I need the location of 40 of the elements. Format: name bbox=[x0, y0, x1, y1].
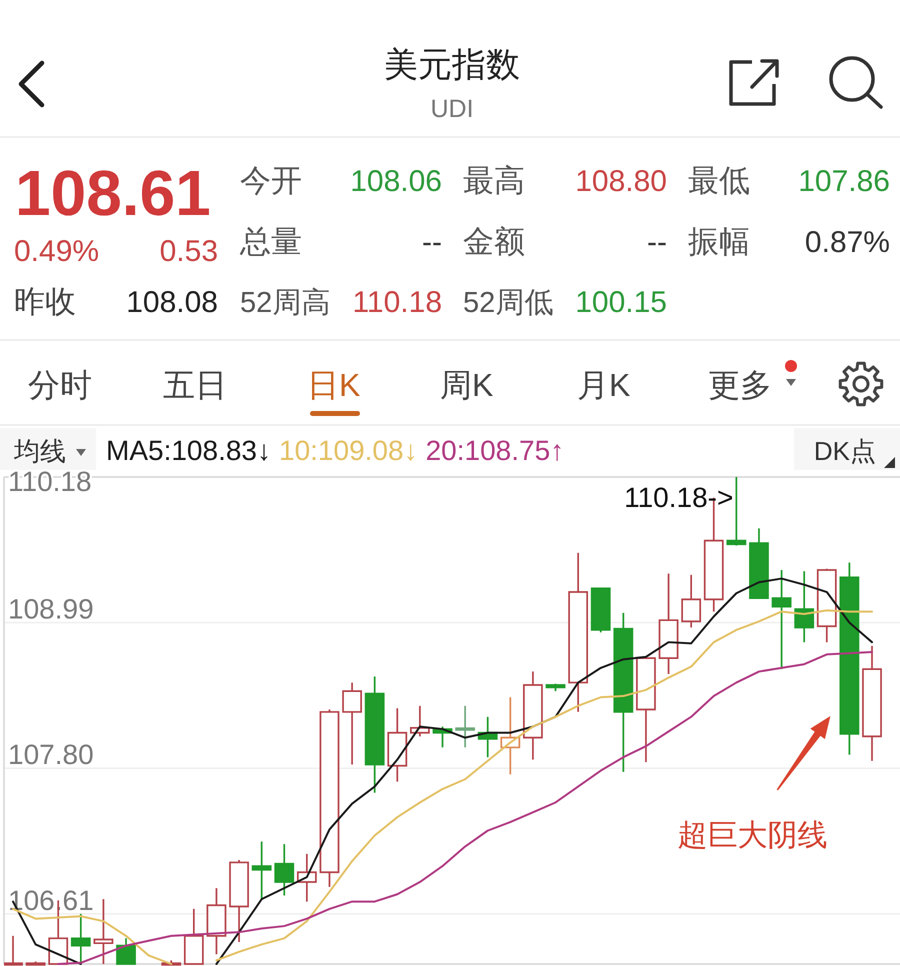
text: 108.80 bbox=[575, 165, 667, 198]
text: 10:109.08↓ bbox=[279, 435, 418, 466]
text: 20:108.75↑ bbox=[426, 435, 564, 466]
y-tick-label: 107.80 bbox=[8, 739, 94, 770]
text: 0.53 bbox=[160, 235, 218, 268]
text: 昨收 bbox=[14, 284, 76, 319]
text: 52周低 bbox=[463, 287, 554, 319]
text: 107.86 bbox=[798, 165, 890, 198]
text: 0.87% bbox=[804, 226, 890, 259]
y-tick-label: 110.18 bbox=[8, 466, 92, 497]
text: DK点 bbox=[814, 436, 876, 466]
text: 振幅 bbox=[688, 224, 750, 259]
text: 52周高 bbox=[240, 287, 330, 319]
text: 五日 bbox=[163, 367, 227, 403]
y-tick-label: 106.61 bbox=[8, 884, 94, 916]
y-tick-label: 108.99 bbox=[8, 594, 94, 625]
text: 最高 bbox=[463, 163, 525, 198]
text: 108.08 bbox=[126, 286, 218, 319]
chart-subtitle: UDI bbox=[430, 95, 474, 123]
text: 分时 bbox=[28, 367, 92, 403]
text: 今开 bbox=[240, 163, 302, 198]
text: 更多 bbox=[708, 367, 772, 403]
text: 100.15 bbox=[575, 286, 667, 319]
chart-title: 美元指数 bbox=[384, 46, 520, 84]
text: 总量 bbox=[239, 224, 302, 259]
text: -- bbox=[422, 226, 442, 259]
annotation: 超巨大阴线 bbox=[677, 818, 828, 852]
text: 月K bbox=[577, 367, 630, 403]
text: 均线 bbox=[13, 436, 66, 466]
text: 108.06 bbox=[350, 165, 442, 198]
text: 周K bbox=[440, 367, 494, 403]
text: 金额 bbox=[463, 224, 525, 259]
text: -- bbox=[647, 226, 667, 259]
text: 0.49% bbox=[14, 235, 100, 268]
text: 110.18 bbox=[352, 286, 442, 319]
annotation: 110.18-> bbox=[624, 482, 734, 513]
text: MA5:108.83↓ bbox=[106, 435, 271, 466]
text: 最低 bbox=[688, 163, 750, 198]
text: 108.61 bbox=[15, 157, 211, 229]
text: 日K bbox=[307, 367, 360, 403]
